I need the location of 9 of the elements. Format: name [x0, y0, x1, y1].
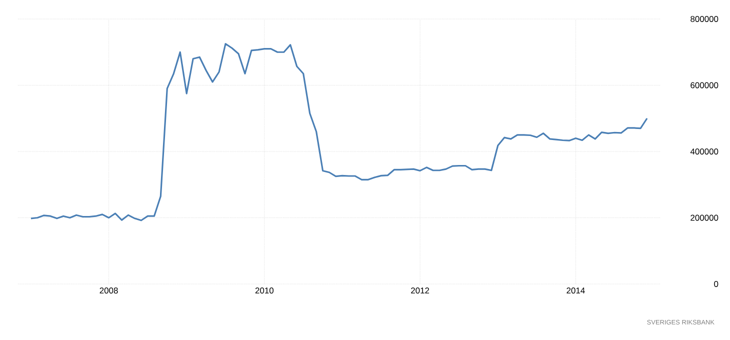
x-tick-label: 2010 [255, 288, 274, 294]
y-tick-label: 400000 [690, 148, 718, 154]
y-tick-label: 200000 [690, 214, 718, 221]
y-tick-label: 0 [714, 281, 718, 287]
y-tick-label: 800000 [690, 16, 718, 22]
x-tick-label: 2012 [411, 288, 430, 294]
x-tick-label: 2008 [100, 288, 118, 294]
x-tick-label: 2014 [566, 288, 585, 294]
y-tick-label: 600000 [690, 82, 718, 88]
